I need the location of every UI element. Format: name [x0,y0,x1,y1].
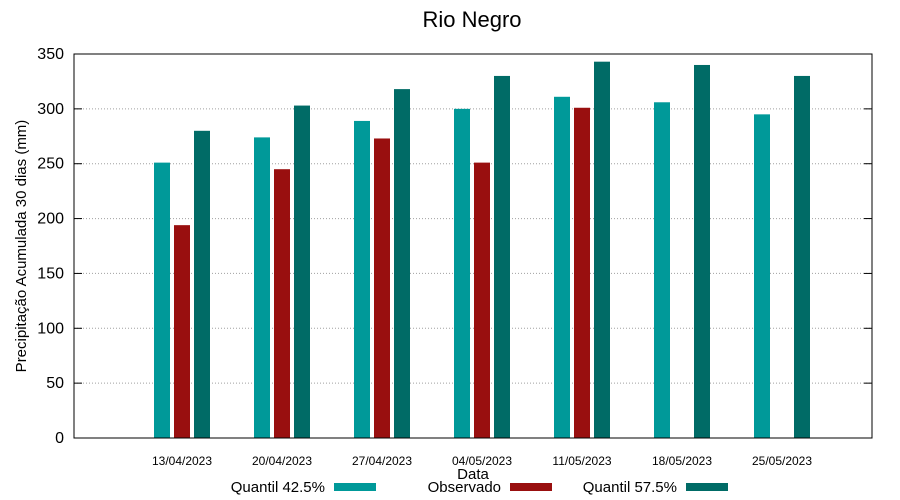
bar [354,120,370,438]
bars [154,61,810,439]
bar [494,75,510,438]
chart-title: Rio Negro [422,7,521,32]
y-tick-label: 200 [37,211,64,228]
bar [454,108,470,438]
bar [754,114,770,438]
y-tick-label: 300 [37,101,64,118]
y-axis-ticks: 0 50 100 150 200 250 300 350 [37,46,872,447]
bar [574,107,590,438]
x-tick-label: 13/04/2023 [152,454,212,468]
bar [294,105,310,439]
bar [694,64,710,438]
x-tick-label: 27/04/2023 [352,454,412,468]
bar [394,89,410,438]
y-tick-label: 0 [55,430,64,447]
bar [174,225,190,438]
legend-swatch [510,483,552,491]
bar [474,162,490,439]
bar [554,96,570,438]
plot-frame [73,53,873,439]
y-tick-label: 350 [37,46,64,63]
x-tick-label: 11/05/2023 [552,454,611,468]
bar [274,169,290,438]
y-tick-label: 100 [37,320,64,337]
bar [154,162,170,439]
y-tick-label: 50 [46,375,64,392]
legend: Quantil 42.5% Observado Quantil 57.5% [231,479,728,496]
bar [594,61,610,439]
x-tick-label: 04/05/2023 [452,454,512,468]
bar [654,102,670,438]
bar [194,130,210,439]
y-tick-label: 250 [37,156,64,173]
bar [374,138,390,439]
legend-label: Quantil 57.5% [583,479,677,496]
bar [794,75,810,438]
legend-label: Quantil 42.5% [231,479,325,496]
x-tick-label: 18/05/2023 [652,454,712,468]
x-tick-label: 20/04/2023 [252,454,312,468]
legend-label: Observado [428,479,501,496]
x-axis-ticks: 13/04/2023 20/04/2023 27/04/2023 04/05/2023… [152,454,812,468]
grid-lines [74,108,872,384]
legend-swatch [334,483,376,491]
bar [254,137,270,438]
x-tick-label: 25/05/2023 [752,454,812,468]
y-tick-label: 150 [37,265,64,282]
y-axis-label: Precipitação Acumulada 30 dias (mm) [13,120,30,373]
legend-swatch [686,483,728,491]
x-axis-label: Data [457,466,489,483]
